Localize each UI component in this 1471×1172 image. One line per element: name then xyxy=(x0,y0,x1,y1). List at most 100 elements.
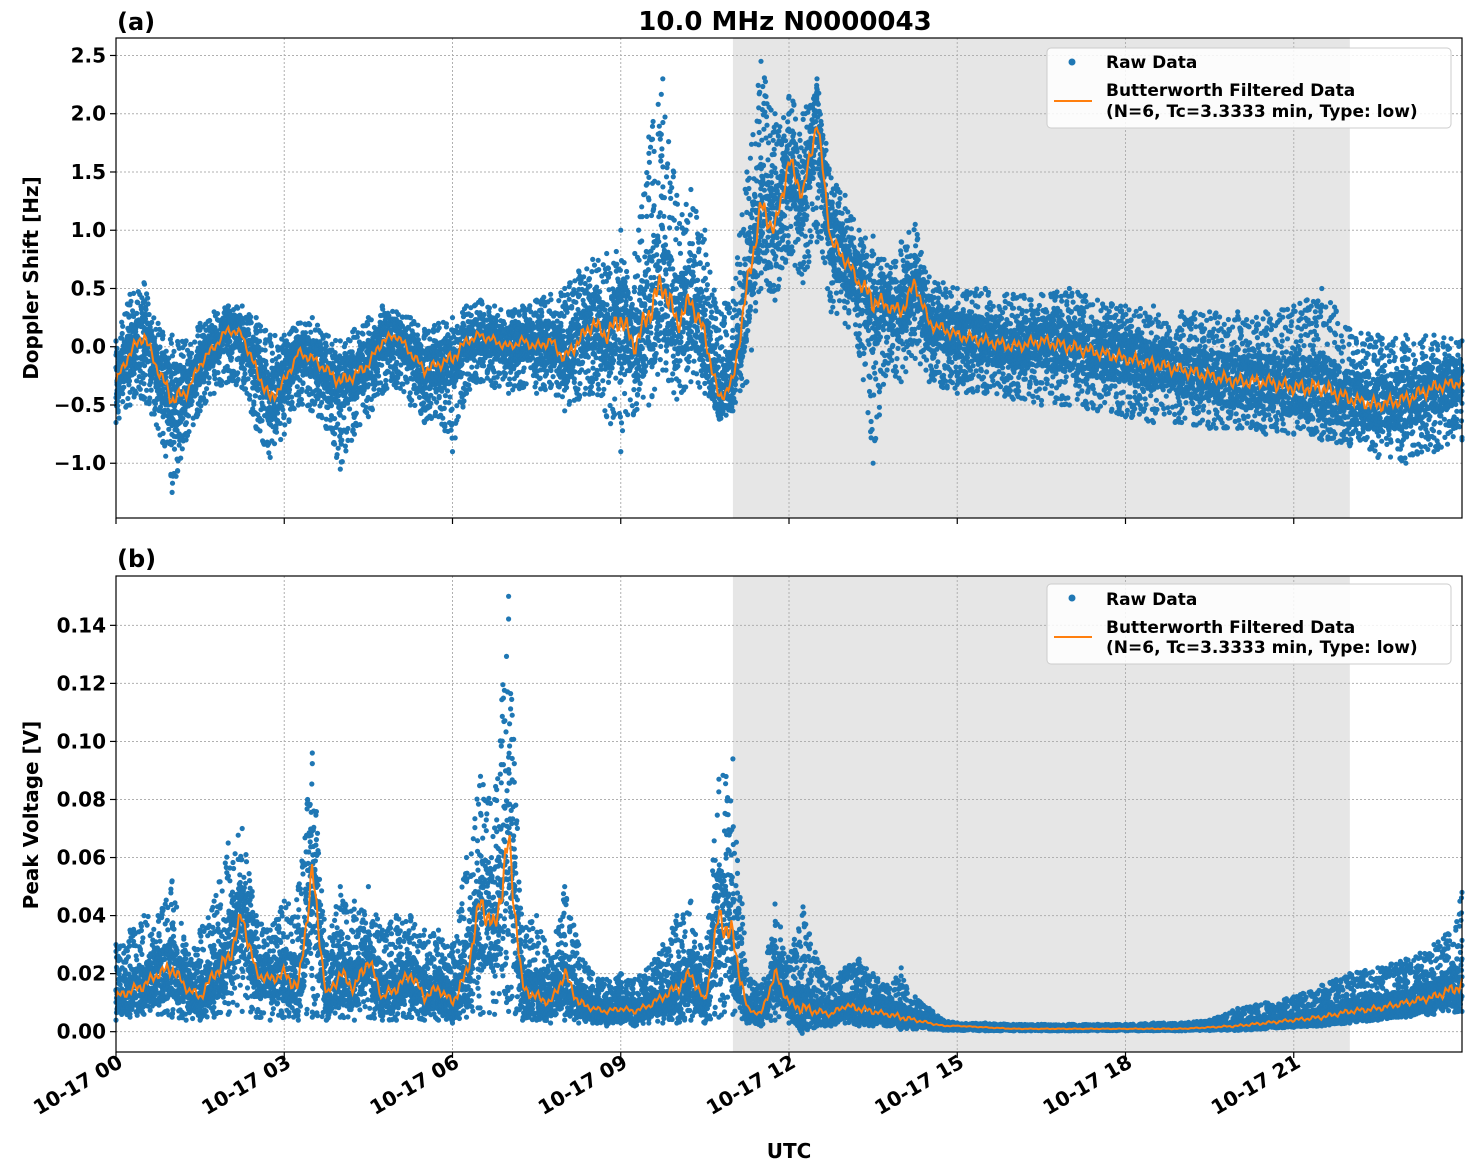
raw-data-point xyxy=(450,407,455,412)
raw-data-point xyxy=(618,378,623,383)
raw-data-point xyxy=(171,349,176,354)
raw-data-point xyxy=(272,333,277,338)
raw-data-point xyxy=(350,349,355,354)
raw-data-point xyxy=(277,354,282,359)
raw-data-point xyxy=(189,351,194,356)
raw-data-point xyxy=(357,422,362,427)
raw-data-point xyxy=(580,360,585,365)
raw-data-point xyxy=(201,379,206,384)
raw-data-point xyxy=(117,416,122,421)
raw-data-point xyxy=(294,328,299,333)
raw-data-point xyxy=(227,339,232,344)
raw-data-point xyxy=(171,440,176,445)
raw-data-point xyxy=(184,420,189,425)
raw-data-point xyxy=(340,459,345,464)
raw-data-point xyxy=(332,431,337,436)
raw-data-point xyxy=(623,279,628,284)
raw-data-point xyxy=(596,372,601,377)
raw-data-point xyxy=(343,444,348,449)
raw-data-point xyxy=(612,333,617,338)
raw-data-point xyxy=(212,376,217,381)
raw-data-point xyxy=(376,373,381,378)
raw-data-point xyxy=(360,331,365,336)
raw-data-point xyxy=(606,266,611,271)
raw-data-point xyxy=(612,396,617,401)
raw-data-point xyxy=(147,401,152,406)
raw-data-point xyxy=(560,328,565,333)
raw-data-point xyxy=(163,454,168,459)
raw-data-point xyxy=(601,387,606,392)
raw-data-point xyxy=(128,299,133,304)
doppler-shift-panel: (a) 2.52.01.51.00.50.0−0.5−1.0 Doppler S… xyxy=(19,8,1465,524)
raw-data-point xyxy=(415,332,420,337)
raw-data-point xyxy=(186,429,191,434)
raw-data-point xyxy=(437,325,442,330)
raw-data-point xyxy=(620,428,625,433)
raw-data-point xyxy=(151,315,156,320)
raw-data-point xyxy=(444,365,449,370)
raw-data-point xyxy=(282,422,287,427)
raw-data-point xyxy=(497,384,502,389)
raw-data-point xyxy=(551,374,556,379)
raw-data-point xyxy=(264,362,269,367)
raw-data-point xyxy=(172,447,177,452)
raw-data-point xyxy=(602,408,607,413)
raw-data-point xyxy=(624,299,629,304)
raw-data-point xyxy=(624,269,629,274)
raw-data-point xyxy=(433,410,438,415)
raw-data-point xyxy=(272,441,277,446)
raw-data-point xyxy=(541,295,546,300)
raw-data-point xyxy=(365,322,370,327)
raw-data-point xyxy=(270,351,275,356)
raw-data-point xyxy=(263,348,268,353)
raw-data-point xyxy=(161,431,166,436)
raw-data-point xyxy=(251,399,256,404)
raw-data-point xyxy=(587,276,592,281)
raw-data-point xyxy=(286,419,291,424)
raw-data-point xyxy=(460,404,465,409)
raw-data-point xyxy=(494,318,499,323)
raw-data-point xyxy=(121,385,126,390)
raw-data-point xyxy=(335,421,340,426)
raw-data-point xyxy=(290,400,295,405)
raw-data-point xyxy=(292,406,297,411)
raw-data-point xyxy=(466,382,471,387)
raw-data-point xyxy=(606,380,611,385)
raw-data-point xyxy=(560,394,565,399)
raw-data-point xyxy=(498,307,503,312)
raw-data-point xyxy=(149,320,154,325)
raw-data-point xyxy=(543,387,548,392)
raw-data-point xyxy=(219,382,224,387)
raw-data-point xyxy=(145,296,150,301)
raw-data-point xyxy=(625,275,630,280)
raw-data-point xyxy=(248,314,253,319)
raw-data-point xyxy=(628,397,633,402)
raw-data-point xyxy=(592,263,597,268)
raw-data-point xyxy=(608,421,613,426)
raw-data-point xyxy=(134,311,139,316)
raw-data-point xyxy=(300,381,305,386)
raw-data-point xyxy=(522,365,527,370)
raw-data-point xyxy=(204,386,209,391)
raw-data-point xyxy=(280,407,285,412)
raw-data-point xyxy=(246,376,251,381)
raw-data-point xyxy=(338,407,343,412)
raw-data-point xyxy=(142,372,147,377)
raw-data-point xyxy=(289,395,294,400)
raw-data-point xyxy=(134,391,139,396)
raw-data-point xyxy=(335,452,340,457)
raw-data-point xyxy=(597,289,602,294)
raw-data-point xyxy=(442,422,447,427)
raw-data-point xyxy=(453,435,458,440)
raw-data-point xyxy=(329,403,334,408)
raw-data-point xyxy=(481,363,486,368)
raw-data-point xyxy=(445,388,450,393)
raw-data-point xyxy=(263,328,268,333)
raw-data-point xyxy=(194,391,199,396)
raw-data-point xyxy=(336,446,341,451)
raw-data-point xyxy=(618,414,623,419)
raw-data-point xyxy=(421,400,426,405)
raw-data-point xyxy=(469,313,474,318)
raw-data-point xyxy=(625,412,630,417)
raw-data-point xyxy=(339,438,344,443)
